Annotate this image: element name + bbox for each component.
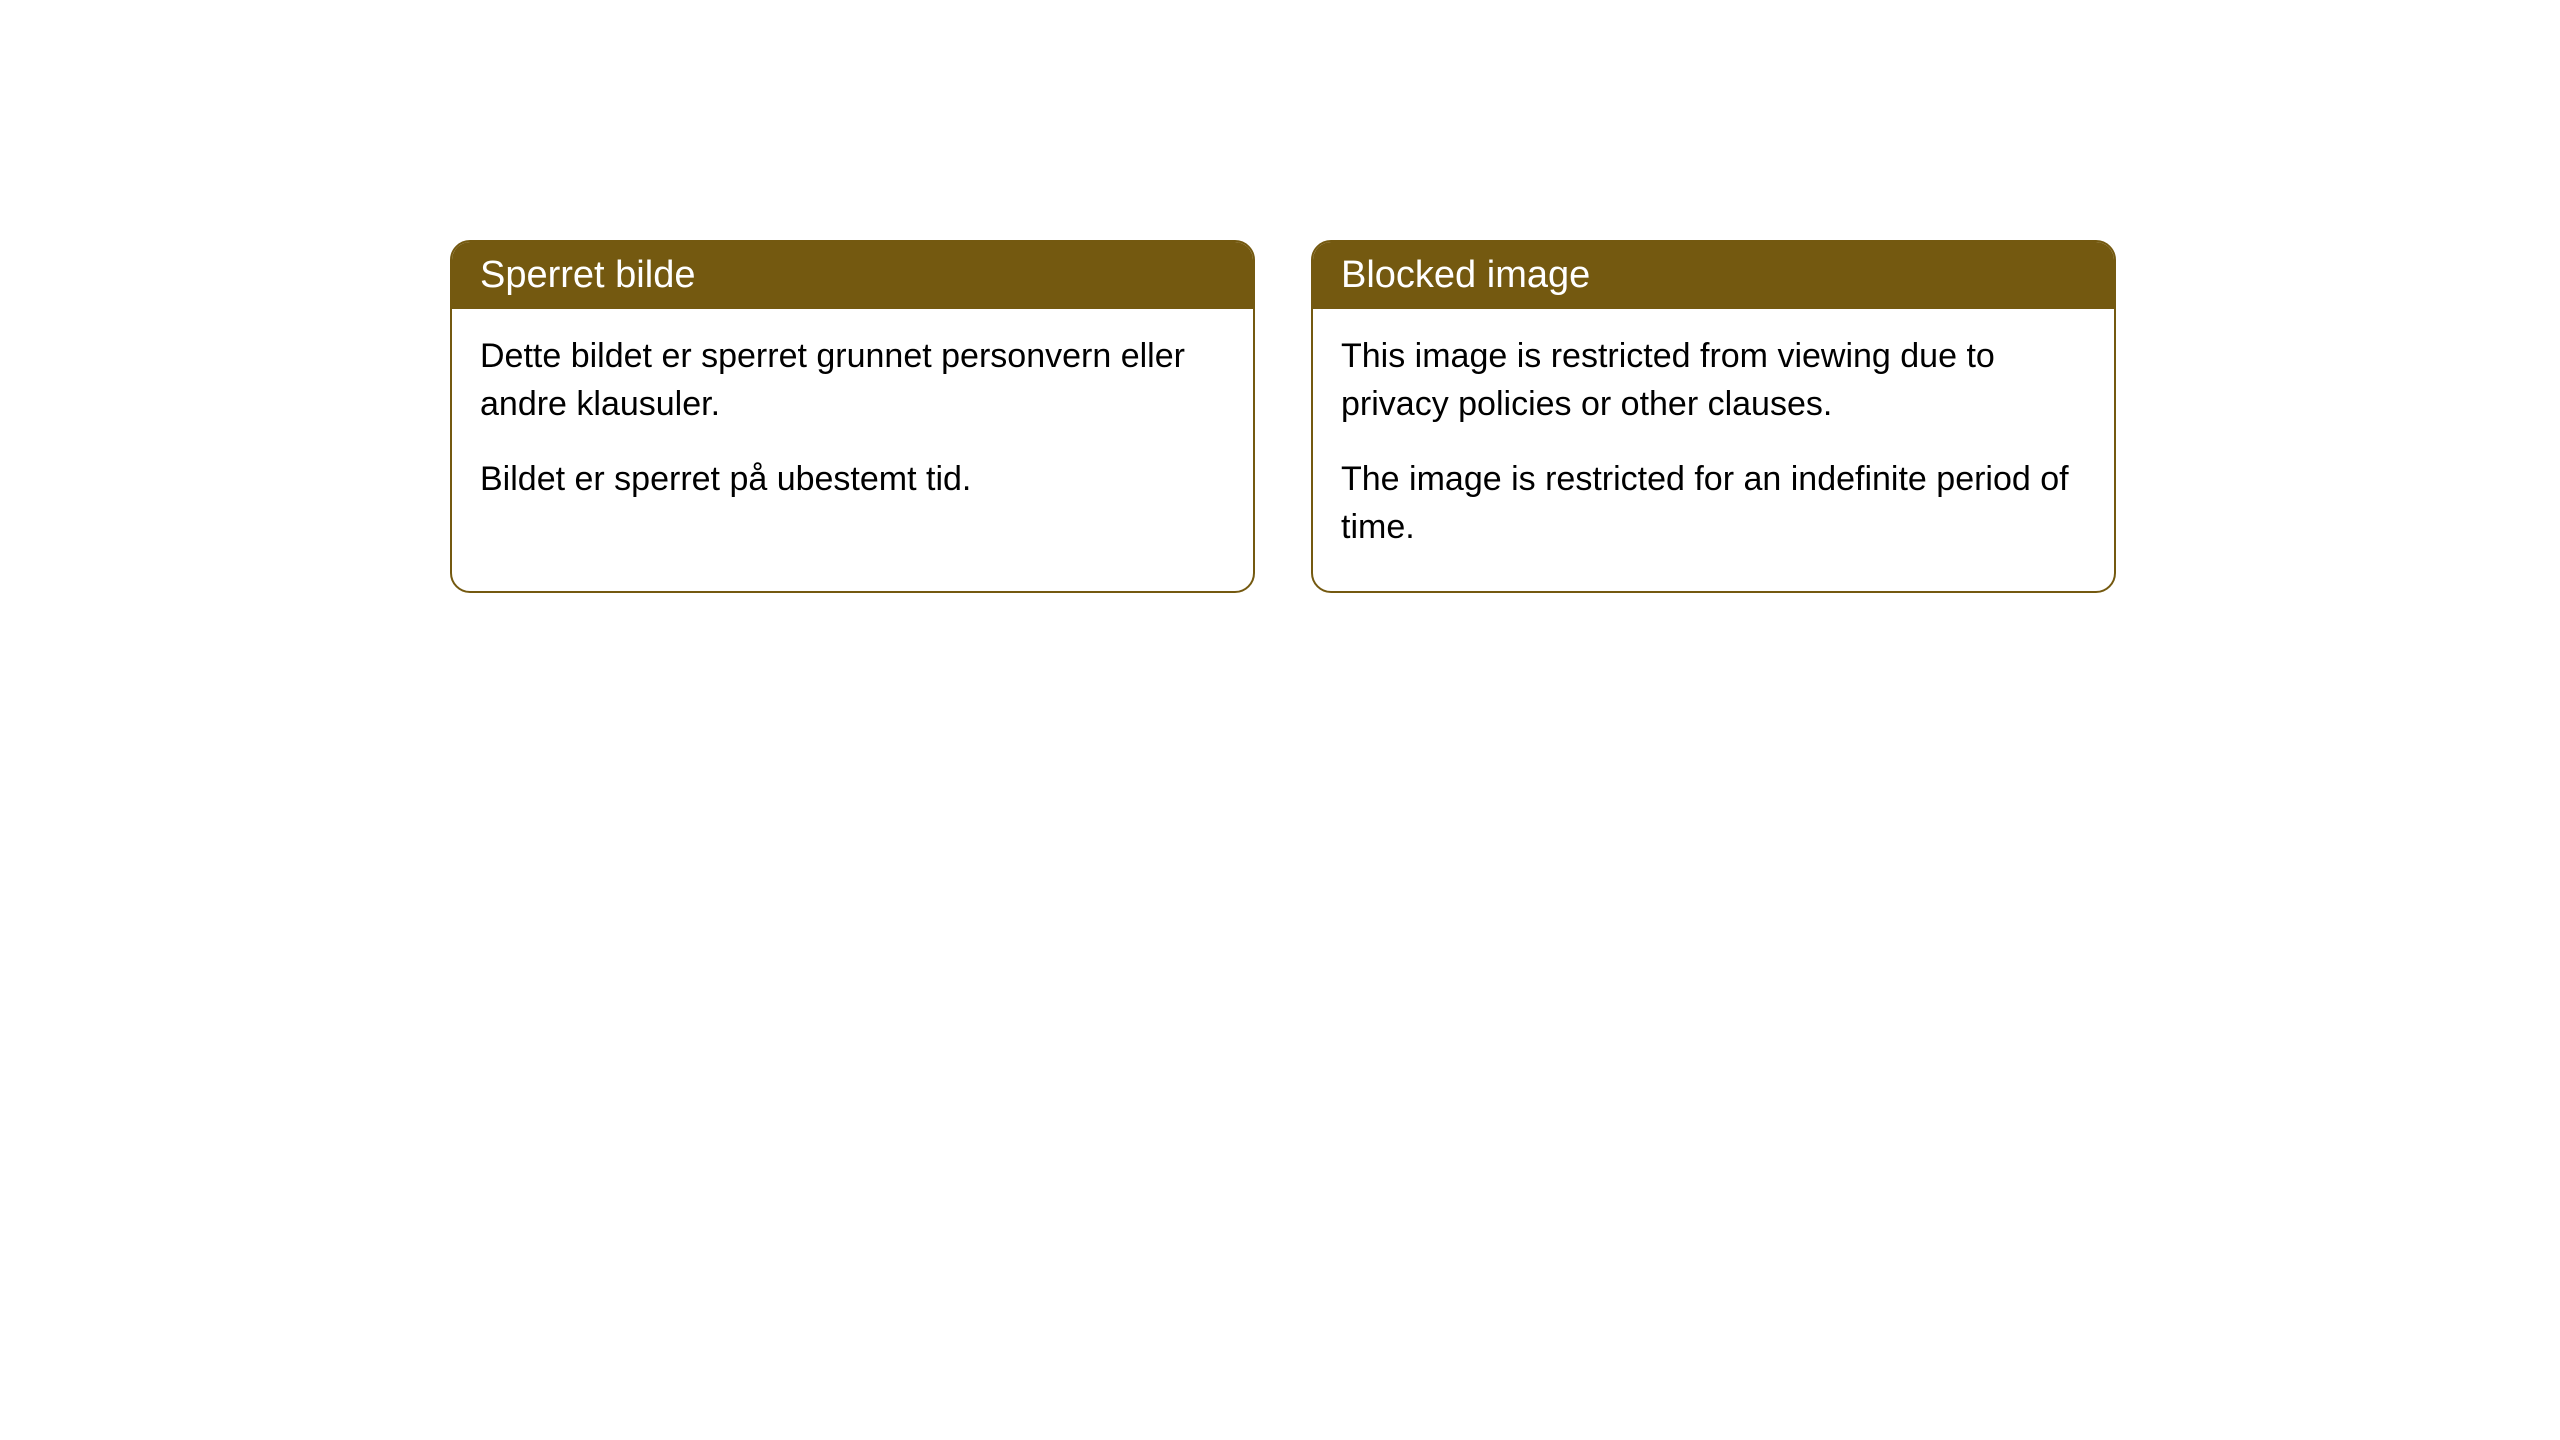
paragraph-1-norwegian: Dette bildet er sperret grunnet personve…: [480, 333, 1225, 428]
card-body-norwegian: Dette bildet er sperret grunnet personve…: [452, 309, 1253, 544]
notice-card-norwegian: Sperret bilde Dette bildet er sperret gr…: [450, 240, 1255, 593]
notice-container: Sperret bilde Dette bildet er sperret gr…: [0, 0, 2560, 593]
notice-card-english: Blocked image This image is restricted f…: [1311, 240, 2116, 593]
paragraph-2-english: The image is restricted for an indefinit…: [1341, 456, 2086, 551]
paragraph-1-english: This image is restricted from viewing du…: [1341, 333, 2086, 428]
paragraph-2-norwegian: Bildet er sperret på ubestemt tid.: [480, 456, 1225, 504]
card-header-english: Blocked image: [1313, 242, 2114, 309]
card-header-norwegian: Sperret bilde: [452, 242, 1253, 309]
card-body-english: This image is restricted from viewing du…: [1313, 309, 2114, 591]
